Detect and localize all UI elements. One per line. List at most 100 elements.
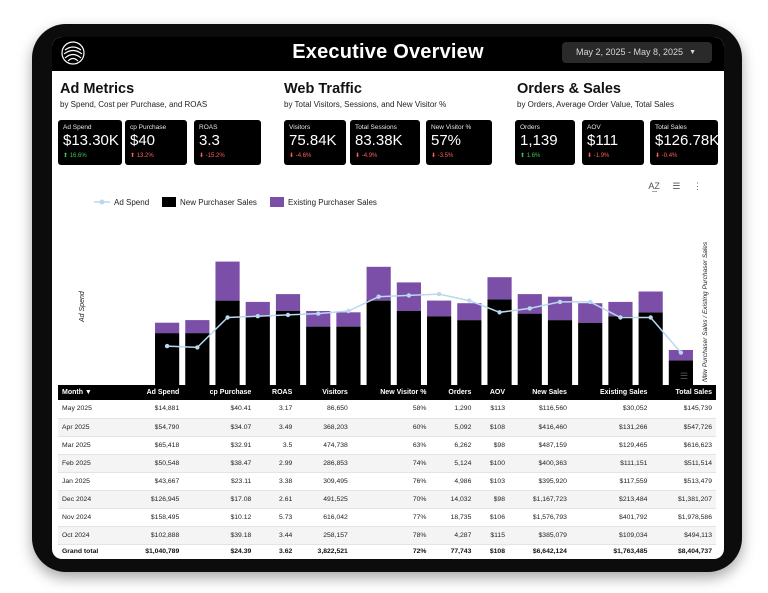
ad-spend-point-5[interactable] bbox=[285, 312, 291, 318]
ad-spend-point-14[interactable] bbox=[557, 299, 563, 305]
ad-spend-point-13[interactable] bbox=[527, 306, 532, 311]
kpi-card-aov[interactable]: AOV $111 ⬇ -1.9% bbox=[582, 120, 644, 165]
bar-new-purchaser-16[interactable] bbox=[608, 316, 633, 389]
bar-new-purchaser-1[interactable] bbox=[155, 333, 180, 389]
column-header[interactable]: Existing Sales bbox=[570, 385, 652, 400]
ad-spend-point-9[interactable] bbox=[406, 293, 412, 298]
legend-label-ad-spend[interactable]: Ad Spend bbox=[114, 198, 149, 207]
bar-new-purchaser-6[interactable] bbox=[306, 326, 331, 389]
column-header[interactable]: Visitors bbox=[296, 385, 352, 400]
table-cell: Dec 2024 bbox=[58, 490, 123, 509]
ad-spend-point-2[interactable] bbox=[195, 345, 200, 350]
ad-spend-point-7[interactable] bbox=[346, 308, 351, 314]
bar-new-purchaser-17[interactable] bbox=[638, 312, 663, 389]
kpi-card-total-sales[interactable]: Total Sales $126.78K ⬇ -0.4% bbox=[650, 120, 719, 165]
kpi-card-total-sessions[interactable]: Total Sessions 83.38K ⬇ -4.9% bbox=[350, 120, 420, 165]
bar-existing-purchaser-11[interactable] bbox=[457, 303, 482, 321]
bar-existing-purchaser-2[interactable] bbox=[185, 320, 210, 334]
more-options-icon[interactable]: ⋮ bbox=[693, 181, 702, 191]
column-header[interactable]: New Sales bbox=[509, 385, 571, 400]
column-header[interactable]: Orders bbox=[430, 385, 476, 400]
bar-existing-purchaser-5[interactable] bbox=[275, 294, 301, 311]
column-header[interactable]: Ad Spend bbox=[122, 385, 184, 400]
column-header[interactable]: cp Purchase bbox=[183, 385, 256, 400]
ad-spend-point-6[interactable] bbox=[316, 311, 321, 316]
table-row[interactable]: Apr 2025 $54,790 $34.07 3.49 368,203 60% 5,092… bbox=[58, 418, 716, 437]
bar-existing-purchaser-16[interactable] bbox=[608, 301, 633, 317]
ad-spend-point-18[interactable] bbox=[678, 350, 684, 355]
bar-existing-purchaser-3[interactable] bbox=[215, 261, 240, 301]
table-cell: $54,790 bbox=[122, 418, 184, 437]
bar-existing-purchaser-1[interactable] bbox=[155, 322, 180, 334]
filter-icon[interactable]: ☰ bbox=[680, 371, 689, 381]
table-cell: 2.61 bbox=[255, 490, 297, 509]
bar-new-purchaser-4[interactable] bbox=[245, 316, 270, 389]
table-row[interactable]: Oct 2024 $102,888 $39.18 3.44 258,157 78% 4,28… bbox=[58, 526, 716, 545]
bar-new-purchaser-5[interactable] bbox=[275, 311, 301, 389]
more-options-icon[interactable]: ⋮ bbox=[698, 371, 708, 381]
table-row[interactable]: May 2025 $14,881 $40.41 3.17 86,650 58% 1,290 $… bbox=[58, 400, 716, 419]
table-cell: 86,650 bbox=[296, 400, 352, 419]
legend-label-existing-purchaser[interactable]: Existing Purchaser Sales bbox=[288, 198, 377, 207]
bar-new-purchaser-18[interactable] bbox=[668, 360, 693, 389]
web-traffic-subtitle: by Total Visitors, Sessions, and New Vis… bbox=[284, 100, 447, 109]
bar-new-purchaser-9[interactable] bbox=[396, 311, 421, 389]
legend-label-new-purchaser[interactable]: New Purchaser Sales bbox=[180, 198, 257, 207]
table-cell: $213,484 bbox=[570, 490, 652, 509]
column-header[interactable]: Total Sales bbox=[651, 385, 716, 400]
table-row[interactable]: Feb 2025 $50,548 $38.47 2.99 286,853 74% 5,124… bbox=[58, 454, 716, 473]
legend-marker-ad-spend bbox=[99, 199, 105, 205]
table-row[interactable]: Mar 2025 $65,418 $32.91 3.5 474,738 63% 6,262 $… bbox=[58, 436, 716, 455]
kpi-card-ad-spend[interactable]: Ad Spend $13.30K ⬆ 16.6% bbox=[58, 120, 122, 165]
bar-existing-purchaser-13[interactable] bbox=[517, 294, 542, 314]
ad-spend-point-1[interactable] bbox=[164, 343, 170, 349]
bar-existing-purchaser-10[interactable] bbox=[427, 300, 452, 317]
table-row[interactable]: Nov 2024 $158,495 $10.12 5.73 616,042 77% 18,7… bbox=[58, 508, 716, 527]
table-row[interactable]: Jan 2025 $43,667 $23.11 3.38 309,495 76% 4,986… bbox=[58, 472, 716, 491]
bar-new-purchaser-13[interactable] bbox=[517, 313, 542, 389]
kpi-card-cp-purchase[interactable]: cp Purchase $40 ⬆ 13.2% bbox=[125, 120, 187, 165]
sort-icon[interactable]: A͢Z bbox=[648, 181, 660, 191]
column-header[interactable]: New Visitor % bbox=[351, 385, 431, 400]
kpi-card-new-visitor[interactable]: New Visitor % 57% ⬇ -3.5% bbox=[426, 120, 492, 165]
table-cell: $116,560 bbox=[509, 400, 571, 419]
ad-spend-point-8[interactable] bbox=[376, 294, 381, 299]
kpi-card-orders[interactable]: Orders 1,139 ⬆ 1.6% bbox=[515, 120, 575, 165]
table-cell: $43,667 bbox=[122, 472, 184, 491]
bar-new-purchaser-8[interactable] bbox=[366, 300, 391, 389]
table-cell: 368,203 bbox=[296, 418, 352, 437]
ad-spend-point-12[interactable] bbox=[497, 310, 502, 315]
table-row[interactable]: Dec 2024 $126,945 $17.08 2.61 491,525 70% 14,0… bbox=[58, 490, 716, 509]
date-range-picker[interactable]: May 2, 2025 - May 8, 2025 ▼ bbox=[562, 42, 712, 63]
column-header[interactable]: ROAS bbox=[255, 385, 297, 400]
bar-new-purchaser-14[interactable] bbox=[547, 320, 573, 389]
kpi-card-visitors[interactable]: Visitors 75.84K ⬇ -4.6% bbox=[284, 120, 346, 165]
ad-spend-point-16[interactable] bbox=[618, 315, 623, 320]
bar-new-purchaser-10[interactable] bbox=[427, 316, 452, 389]
bar-existing-purchaser-7[interactable] bbox=[336, 312, 361, 327]
table-cell: 1,290 bbox=[430, 400, 476, 419]
bar-existing-purchaser-15[interactable] bbox=[578, 303, 603, 323]
ad-spend-point-4[interactable] bbox=[255, 314, 260, 319]
ad-spend-point-17[interactable] bbox=[648, 315, 653, 320]
ad-spend-point-11[interactable] bbox=[467, 298, 472, 303]
ad-spend-point-15[interactable] bbox=[588, 299, 593, 305]
table-cell: $416,460 bbox=[509, 418, 571, 437]
bar-existing-purchaser-12[interactable] bbox=[487, 277, 512, 300]
filter-icon[interactable]: ☰ bbox=[672, 181, 681, 191]
bar-new-purchaser-3[interactable] bbox=[215, 300, 240, 389]
bar-new-purchaser-7[interactable] bbox=[336, 326, 361, 389]
kpi-card-roas[interactable]: ROAS 3.3 ⬇ -15.2% bbox=[194, 120, 261, 165]
column-header[interactable]: Month ▼ bbox=[58, 385, 123, 400]
bar-existing-purchaser-18[interactable] bbox=[668, 350, 693, 361]
bar-existing-purchaser-4[interactable] bbox=[245, 301, 270, 317]
bar-existing-purchaser-17[interactable] bbox=[638, 291, 663, 313]
kpi-change: ⬇ -15.2% bbox=[199, 153, 225, 159]
column-header[interactable]: AOV bbox=[475, 385, 509, 400]
bar-new-purchaser-2[interactable] bbox=[185, 333, 210, 389]
ad-spend-point-3[interactable] bbox=[225, 315, 230, 320]
bar-new-purchaser-15[interactable] bbox=[578, 322, 603, 389]
ad-spend-point-10[interactable] bbox=[436, 291, 442, 297]
bar-new-purchaser-11[interactable] bbox=[457, 320, 482, 389]
bar-existing-purchaser-6[interactable] bbox=[306, 311, 331, 327]
